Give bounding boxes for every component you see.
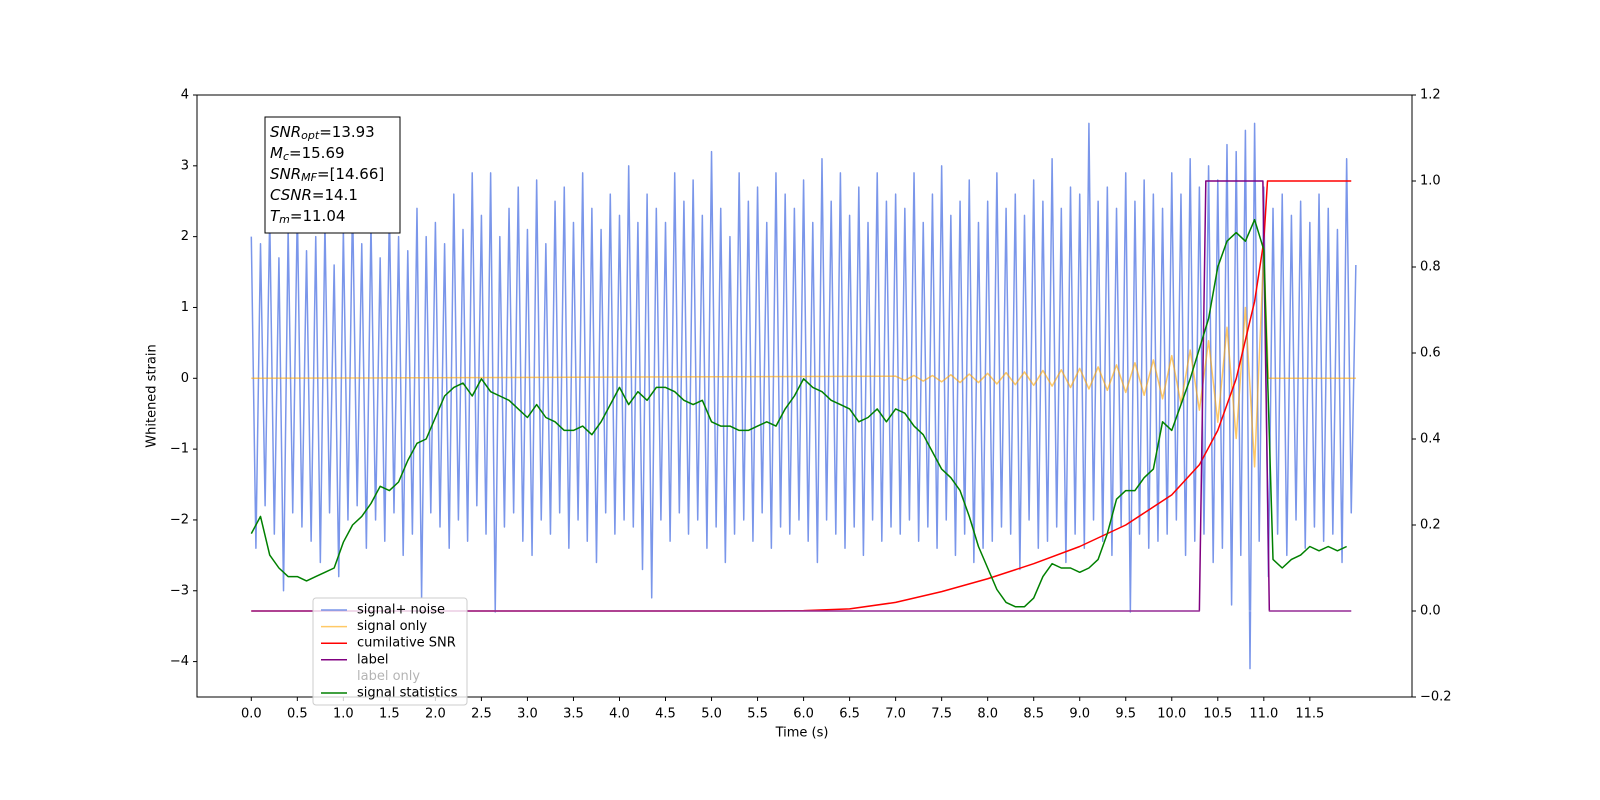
annotation-line: Mc=15.69 [270,144,345,164]
annotation-symbol: T [270,207,281,225]
y-tick-label: −3 [170,583,189,598]
y-tick-label: −2 [170,512,189,527]
x-axis-label: Time (s) [775,726,829,741]
legend-label: label [357,652,388,667]
y-tick-label: 4 [181,88,189,103]
y2-tick-label: 0.0 [1420,604,1441,619]
x-tick-label: 10.5 [1203,707,1232,722]
annotation-symbol: SNR [270,123,301,141]
x-tick-label: 1.5 [379,707,400,722]
x-tick-label: 8.0 [977,707,998,722]
annotation-subscript: c [283,150,289,163]
plot-frame [196,94,1413,698]
legend-label: label only [357,669,420,684]
x-tick-label: 1.0 [333,707,354,722]
annotation-symbol: M [270,144,283,162]
annotation-value: =13.93 [319,123,375,141]
annotation-subscript: m [279,213,290,226]
annotation-box [264,116,401,234]
x-tick-label: 6.5 [839,707,860,722]
x-tick-label: 7.0 [885,707,906,722]
y-tick-label: 0 [181,371,189,386]
y2-tick-label: 0.8 [1420,260,1441,275]
annotation-symbol: CSNR [270,186,312,204]
x-tick-label: 2.0 [425,707,446,722]
x-tick-label: 4.5 [655,707,676,722]
annotation-line: SNRMF=[14.66] [270,165,384,185]
y-tick-label: −1 [170,442,189,457]
annotation-value: =14.1 [312,186,358,204]
annotation-subscript: opt [301,129,320,142]
legend-label: signal statistics [357,686,458,701]
annotation-subscript: MF [301,171,317,184]
y-axis-label: Whitened strain [145,344,160,447]
x-tick-label: 7.5 [931,707,952,722]
y2-tick-label: 0.6 [1420,346,1441,361]
annotation-line: CSNR=14.1 [270,186,358,204]
legend-box [312,597,468,706]
x-tick-label: 10.0 [1157,707,1186,722]
annotation-symbol: SNR [270,165,301,183]
x-tick-label: 0.0 [241,707,262,722]
legend-label: signal+ noise [357,603,445,618]
x-tick-label: 2.5 [471,707,492,722]
legend-label: signal only [357,619,427,634]
x-tick-label: 5.5 [747,707,768,722]
y2-tick-label: 0.4 [1420,432,1441,447]
x-tick-label: 6.0 [793,707,814,722]
legend-label: cumilative SNR [357,636,456,651]
x-tick-label: 4.0 [609,707,630,722]
x-tick-label: 0.5 [287,707,308,722]
series-line [251,180,1352,612]
y2-tick-label: −0.2 [1420,690,1452,705]
annotation-line: SNRopt=13.93 [270,123,375,143]
annotation-line: Tm=11.04 [270,207,345,227]
x-tick-label: 11.5 [1295,707,1324,722]
y-tick-label: −4 [170,654,189,669]
annotation-value: =[14.66] [317,165,384,183]
x-tick-label: 3.5 [563,707,584,722]
series-line [251,180,1352,612]
y2-tick-label: 1.2 [1420,88,1441,103]
x-tick-label: 3.0 [517,707,538,722]
y2-tick-label: 1.0 [1420,174,1441,189]
series-line [250,122,1357,670]
y2-tick-label: 0.2 [1420,518,1441,533]
x-tick-label: 8.5 [1023,707,1044,722]
series-line [251,250,1356,468]
y-tick-label: 3 [181,158,189,173]
x-tick-label: 9.5 [1115,707,1136,722]
annotation-value: =11.04 [290,207,346,225]
x-tick-label: 9.0 [1069,707,1090,722]
series-line [250,218,1347,608]
annotation-value: =15.69 [289,144,345,162]
y-tick-label: 1 [181,300,189,315]
y-tick-label: 2 [181,229,189,244]
x-tick-label: 5.0 [701,707,722,722]
x-tick-label: 11.0 [1249,707,1278,722]
